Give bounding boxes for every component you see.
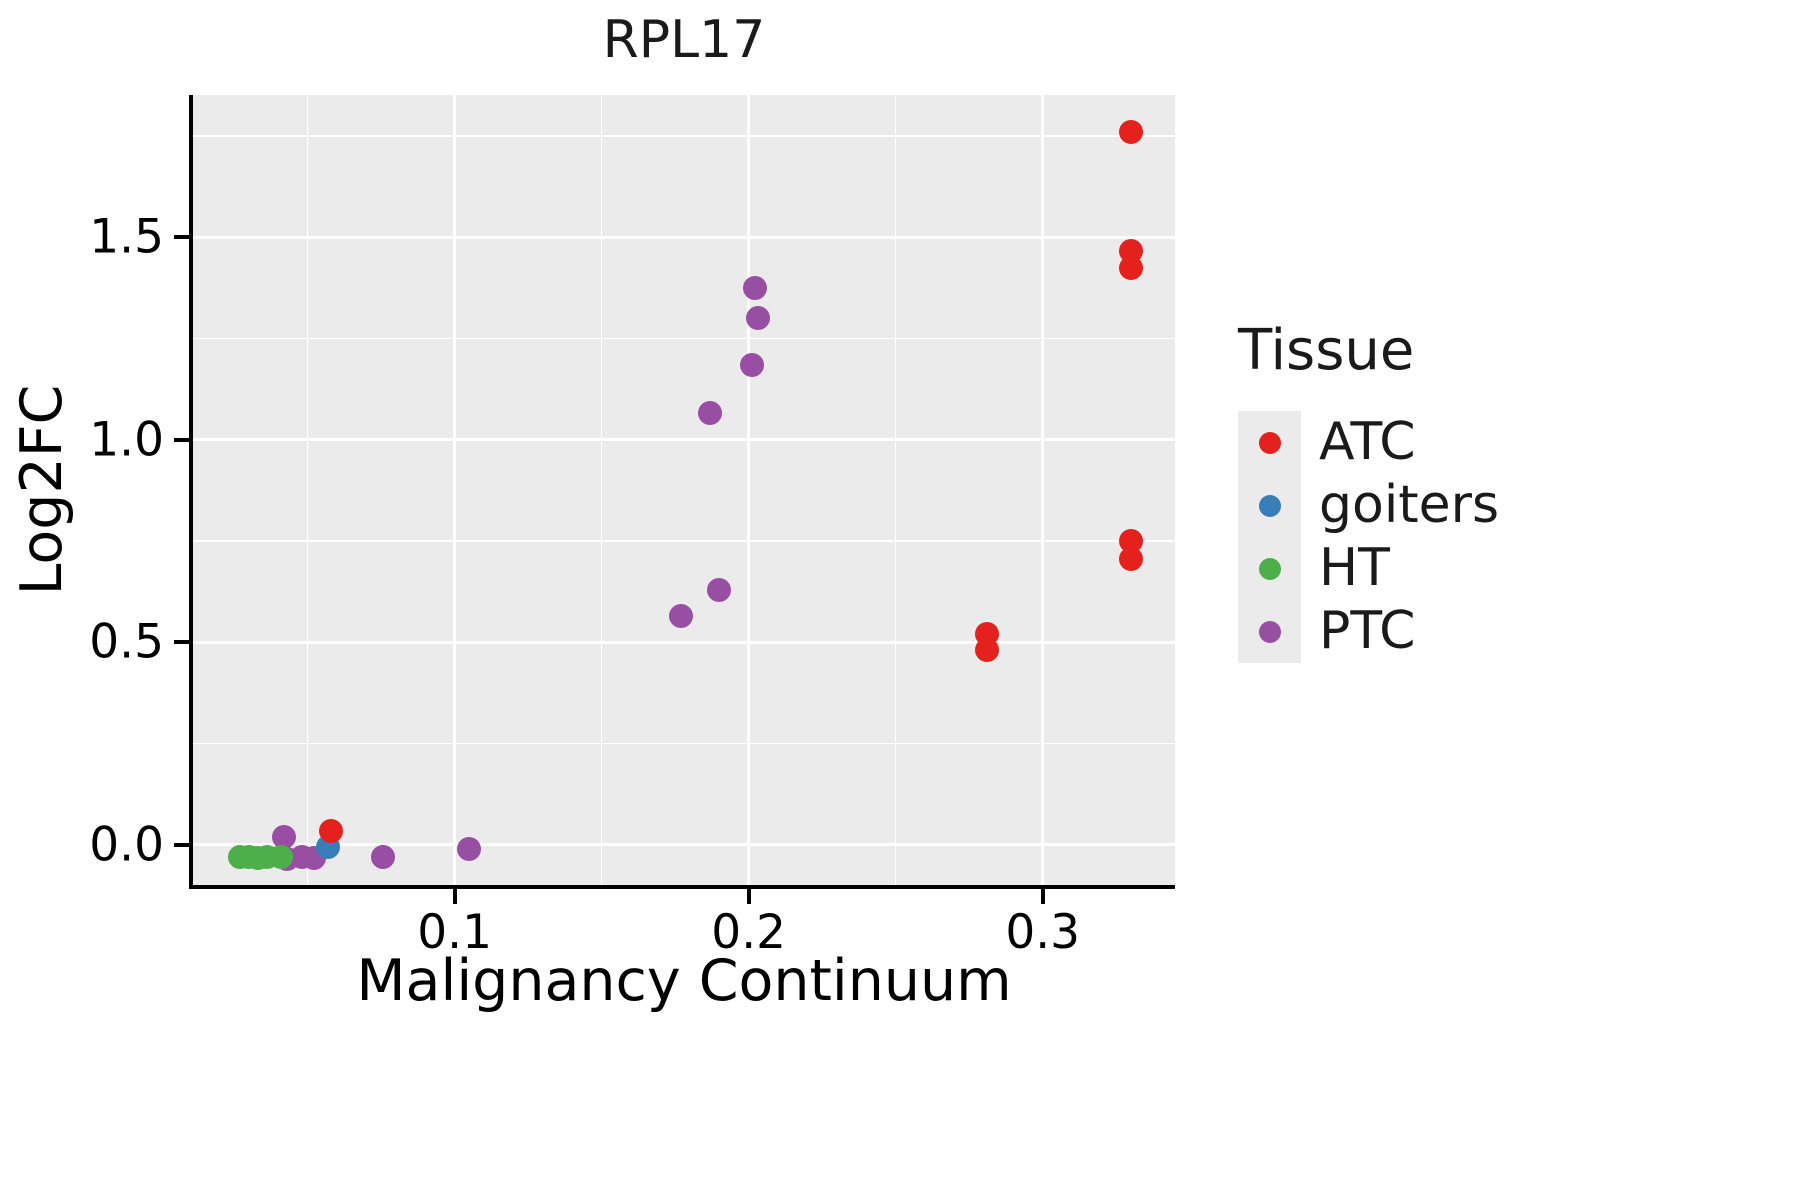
legend-item-HT: HT <box>1238 537 1499 600</box>
gridline-minor-x <box>600 95 603 885</box>
y-tick-mark <box>174 235 189 240</box>
y-axis-title: Log2FC <box>9 384 75 596</box>
y-tick-label: 0.0 <box>89 817 164 873</box>
data-point-PTC <box>739 352 764 377</box>
gridline-minor-y <box>193 337 1175 340</box>
legend-dot-HT <box>1258 557 1281 580</box>
legend-label: HT <box>1319 538 1390 598</box>
legend-key <box>1238 600 1301 663</box>
legend-key <box>1238 474 1301 537</box>
gridline-major-y <box>193 438 1175 442</box>
gridline-minor-y <box>193 742 1175 745</box>
data-point-HT <box>269 845 294 870</box>
data-point-PTC <box>272 824 297 849</box>
data-point-ATC <box>1118 119 1143 144</box>
legend-dot-goiters <box>1258 494 1281 517</box>
legend-label: ATC <box>1319 412 1416 472</box>
legend-key <box>1238 411 1301 474</box>
y-tick-mark <box>174 640 189 645</box>
legend-item-PTC: PTC <box>1238 600 1499 663</box>
y-tick-label: 1.0 <box>89 412 164 468</box>
x-tick-label: 0.2 <box>711 905 787 960</box>
gridline-major-x <box>453 95 457 885</box>
data-point-ATC <box>319 818 344 843</box>
data-point-ATC <box>1118 547 1143 572</box>
plot-area <box>193 95 1175 885</box>
data-point-ATC <box>974 638 999 663</box>
x-tick-label: 0.3 <box>1005 905 1081 960</box>
gridline-major-x <box>747 95 751 885</box>
data-point-PTC <box>370 845 395 870</box>
data-point-PTC <box>745 306 770 331</box>
chart-title: RPL17 <box>602 10 766 70</box>
gridline-minor-x <box>894 95 897 885</box>
x-tick-mark <box>1040 889 1045 904</box>
gridline-minor-x <box>306 95 309 885</box>
gridline-major-y <box>193 640 1175 644</box>
x-tick-mark <box>746 889 751 904</box>
gridline-major-y <box>193 235 1175 239</box>
legend-label: PTC <box>1319 601 1416 661</box>
data-point-PTC <box>457 836 482 861</box>
gridline-minor-y <box>193 540 1175 542</box>
y-tick-label: 1.5 <box>89 209 164 265</box>
legend-items: ATC goiters HT PTC <box>1238 411 1499 663</box>
data-point-PTC <box>742 275 767 300</box>
legend-item-ATC: ATC <box>1238 411 1499 474</box>
legend-dot-PTC <box>1258 620 1281 643</box>
legend-dot-ATC <box>1258 431 1281 454</box>
legend-label: goiters <box>1319 475 1500 535</box>
legend: Tissue ATC goiters HT PTC <box>1238 318 1499 663</box>
legend-item-goiters: goiters <box>1238 474 1499 537</box>
gridline-minor-y <box>193 135 1175 137</box>
gridline-major-y <box>193 843 1175 847</box>
gridline-major-x <box>1041 95 1045 885</box>
data-point-PTC <box>669 603 694 628</box>
x-tick-label: 0.1 <box>417 905 493 960</box>
x-axis-title: Malignancy Continuum <box>356 948 1012 1014</box>
data-point-PTC <box>698 401 723 426</box>
y-tick-mark <box>174 842 189 847</box>
data-point-ATC <box>1118 255 1143 280</box>
y-tick-label: 0.5 <box>89 614 164 670</box>
legend-key <box>1238 537 1301 600</box>
y-tick-mark <box>174 437 189 442</box>
x-tick-mark <box>452 889 457 904</box>
data-point-PTC <box>707 577 732 602</box>
legend-title: Tissue <box>1238 318 1415 383</box>
